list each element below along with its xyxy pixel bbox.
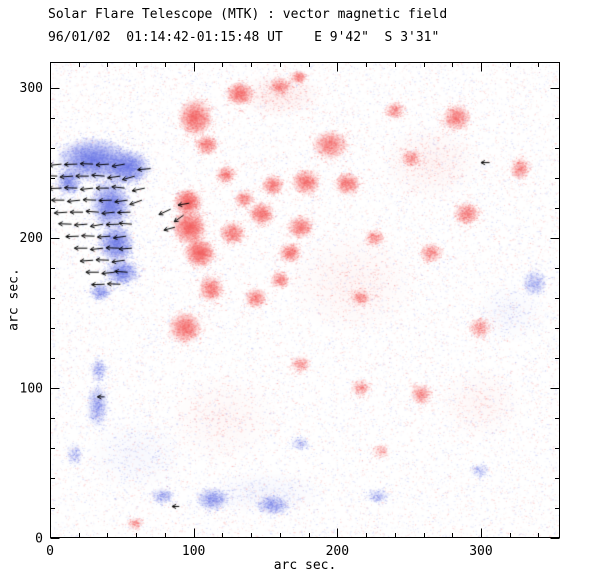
plot-subtitle: 96/01/02 01:14:42-01:15:48 UT E 9'42" S … [48,30,440,45]
y-tick-label: 100 [20,381,43,396]
y-axis-title: arc sec. [6,268,22,331]
x-axis-title: arc sec. [273,558,337,573]
plot-title: Solar Flare Telescope (MTK) : vector mag… [48,7,448,22]
x-tick-label: 0 [46,544,54,559]
x-tick-label: 100 [182,544,205,559]
plot-frame-and-ticks [50,62,560,539]
y-tick-label: 0 [35,532,43,547]
y-tick-label: 300 [20,81,43,96]
magnetogram-canvas [50,62,560,538]
x-tick-label: 300 [469,544,492,559]
x-tick-label: 200 [326,544,349,559]
y-tick-label: 200 [20,231,43,246]
